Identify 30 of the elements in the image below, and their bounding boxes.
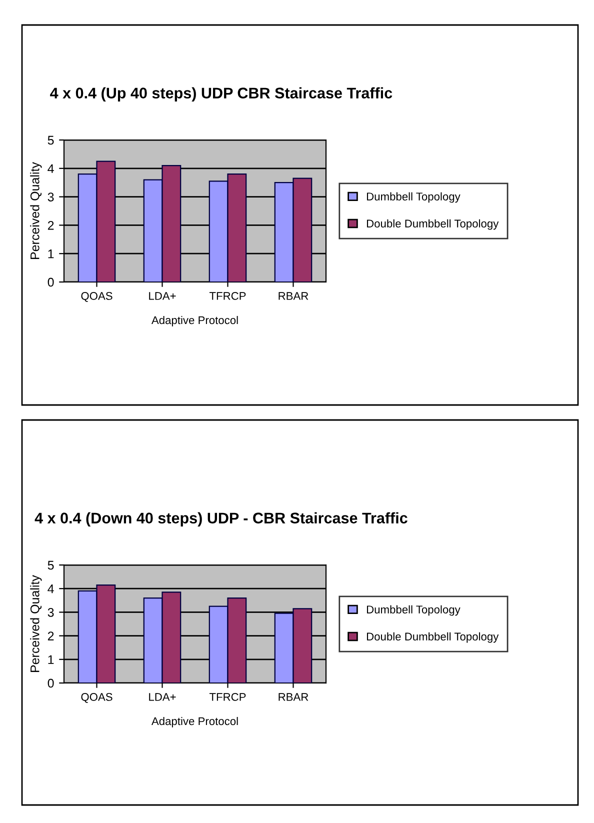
- x-tick-label: RBAR: [278, 693, 308, 701]
- legend-label: Double Dumbbell Topology: [366, 219, 499, 230]
- y-axis-title: Perceived Quality: [30, 162, 42, 259]
- x-tick-label: QOAS: [81, 693, 112, 703]
- chart-title: 4 x 0.4 (Up 40 steps) UDP CBR Staircase Traffic: [50, 87, 392, 102]
- y-tick-label: 4: [48, 164, 54, 173]
- x-tick-label: TFRCP: [209, 693, 246, 701]
- y-tick-label: 1: [48, 655, 54, 664]
- y-tick-label: 4: [48, 584, 54, 594]
- x-tick-label: LDA+: [149, 693, 176, 701]
- x-tick-label: TFRCP: [209, 292, 246, 300]
- legend-label: Double Dumbbell Topology: [366, 632, 499, 643]
- y-tick-label: 1: [48, 250, 54, 258]
- x-tick-label: RBAR: [278, 292, 308, 300]
- y-tick-label: 0: [48, 278, 54, 287]
- x-axis-title: Adaptive Protocol: [151, 316, 238, 326]
- y-axis-title: Perceived Quality: [30, 575, 42, 672]
- x-axis-title: Adaptive Protocol: [151, 716, 238, 728]
- x-tick-label: LDA+: [149, 292, 176, 300]
- y-tick-label: 0: [48, 678, 54, 688]
- y-tick-label: 5: [48, 560, 54, 570]
- y-tick-label: 2: [48, 632, 54, 640]
- legend-label: Dumbbell Topology: [366, 605, 460, 616]
- legend-label: Dumbbell Topology: [366, 192, 460, 203]
- y-tick-label: 3: [48, 608, 54, 617]
- y-tick-label: 5: [48, 136, 54, 145]
- y-tick-label: 2: [48, 221, 54, 230]
- y-tick-label: 3: [48, 192, 54, 202]
- chart-title: 4 x 0.4 (Down 40 steps) UDP - CBR Staircase Traffic: [34, 512, 408, 527]
- x-tick-label: QOAS: [81, 292, 112, 302]
